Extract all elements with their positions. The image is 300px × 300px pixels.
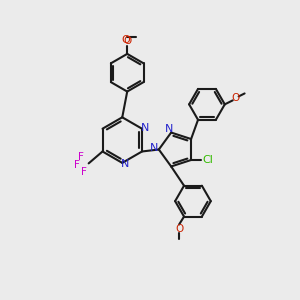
Text: N: N — [165, 124, 173, 134]
Text: O: O — [123, 36, 131, 46]
Text: N: N — [121, 159, 129, 169]
Text: O: O — [232, 93, 240, 103]
Text: N: N — [141, 123, 149, 133]
Text: F: F — [78, 152, 84, 162]
Text: O: O — [175, 224, 183, 235]
Text: Cl: Cl — [202, 155, 213, 165]
Text: F: F — [74, 160, 80, 170]
Text: F: F — [81, 167, 87, 177]
Text: O: O — [122, 35, 130, 45]
Text: N: N — [150, 142, 158, 152]
